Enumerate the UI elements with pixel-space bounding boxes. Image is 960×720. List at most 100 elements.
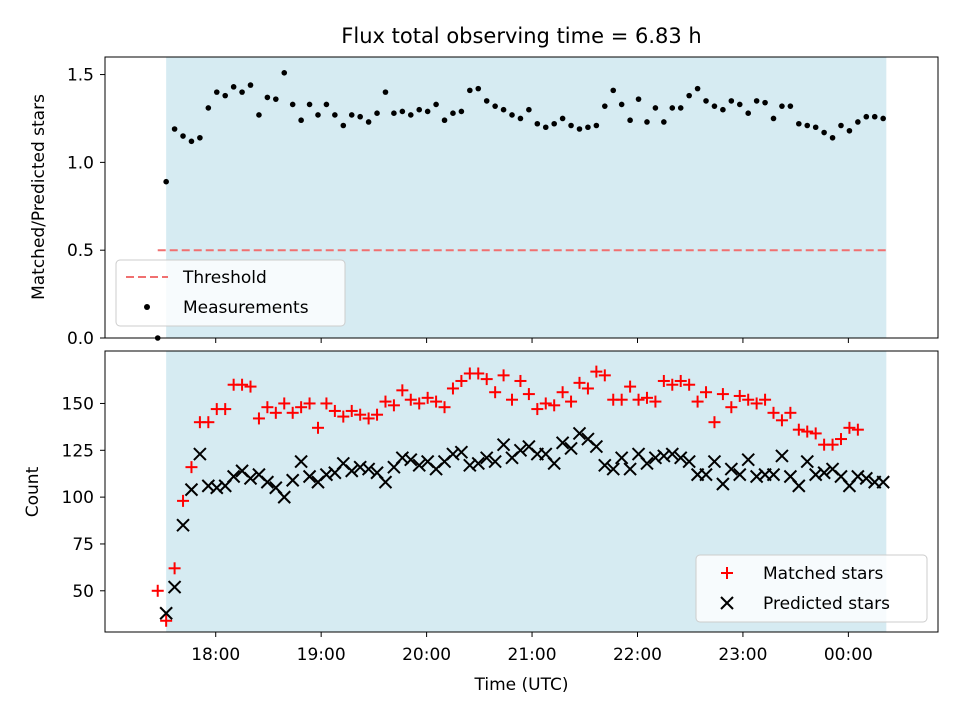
matched-star-point bbox=[742, 393, 755, 406]
predicted-star-point bbox=[454, 445, 469, 459]
matched-star-point bbox=[759, 393, 772, 406]
matched-star-point bbox=[286, 406, 299, 419]
matched-star-point bbox=[379, 395, 392, 408]
predicted-star-point bbox=[572, 426, 587, 441]
top-legend-box bbox=[115, 259, 346, 327]
legend-predicted-swatch bbox=[720, 596, 734, 610]
measurement-point bbox=[821, 129, 827, 136]
matched-star-point bbox=[674, 374, 687, 387]
predicted-stars-points bbox=[159, 426, 890, 620]
predicted-star-point bbox=[167, 580, 182, 594]
predicted-star-point bbox=[614, 451, 629, 465]
matched-star-point bbox=[185, 461, 198, 474]
bottom-axes-frame bbox=[104, 350, 939, 633]
predicted-star-point bbox=[640, 456, 654, 471]
predicted-star-point bbox=[564, 441, 578, 456]
measurement-point bbox=[534, 120, 541, 127]
measurement-point bbox=[644, 119, 650, 125]
matched-star-point bbox=[775, 414, 788, 427]
measurement-point bbox=[171, 126, 178, 132]
measurement-point bbox=[323, 101, 330, 108]
legend-threshold-label: Threshold bbox=[182, 268, 267, 288]
predicted-star-point bbox=[775, 449, 789, 463]
matched-star-point bbox=[548, 399, 561, 412]
predicted-star-point bbox=[243, 471, 258, 486]
measurement-point bbox=[180, 133, 186, 139]
top-y-tick-label: 0.5 bbox=[67, 241, 94, 261]
matched-star-point bbox=[480, 373, 493, 386]
measurement-point bbox=[517, 115, 524, 122]
measurement-point bbox=[222, 92, 229, 99]
measurement-point bbox=[618, 101, 625, 108]
matched-star-point bbox=[354, 408, 367, 421]
matched-star-point bbox=[362, 412, 375, 425]
measurement-point bbox=[812, 124, 819, 131]
matched-star-point bbox=[632, 393, 645, 406]
matched-star-point bbox=[700, 386, 713, 399]
predicted-star-point bbox=[724, 462, 739, 476]
matched-star-point bbox=[556, 386, 569, 399]
measurement-point bbox=[526, 106, 532, 113]
predicted-star-point bbox=[479, 451, 494, 465]
measurement-point bbox=[677, 105, 684, 111]
predicted-star-point bbox=[184, 482, 199, 497]
measurement-point bbox=[686, 92, 692, 99]
top-y-ticks: 0.0 0.5 1.0 1.5 bbox=[67, 66, 105, 349]
bottom-legend: Matched stars Predicted stars bbox=[695, 554, 928, 623]
measurement-point bbox=[551, 120, 557, 127]
measurement-point bbox=[711, 103, 718, 109]
matched-star-point bbox=[320, 397, 333, 410]
matched-star-point bbox=[725, 401, 738, 414]
predicted-star-point bbox=[665, 447, 679, 461]
matched-star-point bbox=[750, 397, 763, 410]
matched-star-point bbox=[666, 378, 679, 391]
predicted-star-point bbox=[699, 467, 713, 482]
matched-star-point bbox=[177, 494, 190, 507]
measurement-point bbox=[804, 122, 811, 129]
measurement-point bbox=[559, 115, 566, 122]
measurement-point bbox=[188, 138, 195, 145]
matched-star-point bbox=[581, 382, 594, 395]
matched-star-point bbox=[657, 374, 670, 387]
matched-star-point bbox=[269, 406, 282, 419]
measurement-point bbox=[289, 101, 296, 108]
bottom-y-axis-label: Count bbox=[23, 466, 43, 517]
predicted-star-point bbox=[260, 475, 275, 489]
matched-star-point bbox=[151, 584, 164, 597]
matched-star-point bbox=[413, 397, 426, 410]
predicted-star-point bbox=[716, 477, 730, 491]
matched-star-point bbox=[345, 404, 358, 417]
matched-star-point bbox=[826, 438, 839, 451]
matched-star-point bbox=[328, 404, 341, 417]
measurement-point bbox=[315, 112, 321, 118]
measurements-points bbox=[154, 70, 886, 341]
bottom-x-tick-label: 21:00 bbox=[508, 645, 557, 665]
predicted-star-point bbox=[395, 451, 410, 465]
measurement-point bbox=[374, 110, 380, 116]
matched-star-point bbox=[683, 378, 696, 391]
top-y-tick-label: 0.0 bbox=[67, 329, 94, 349]
bottom-x-ticks: 18:00 19:00 20:00 21:00 22:00 23:00 00:00 bbox=[191, 632, 873, 665]
measurement-point bbox=[163, 178, 169, 185]
measurement-point bbox=[475, 85, 482, 92]
predicted-star-point bbox=[294, 454, 308, 469]
matched-star-point bbox=[801, 425, 814, 438]
matched-star-point bbox=[851, 423, 864, 436]
predicted-star-point bbox=[412, 458, 426, 472]
measurement-point bbox=[407, 112, 414, 118]
measurement-point bbox=[391, 110, 397, 116]
matched-star-point bbox=[168, 562, 181, 575]
matched-star-point bbox=[514, 374, 527, 387]
measurement-point bbox=[306, 101, 313, 108]
x-axis-label: Time (UTC) bbox=[474, 675, 569, 695]
matched-star-point bbox=[792, 423, 805, 436]
measurement-point bbox=[779, 103, 785, 109]
measurement-point bbox=[855, 119, 861, 125]
predicted-star-point bbox=[471, 456, 485, 471]
matched-star-point bbox=[219, 403, 232, 416]
predicted-star-point bbox=[733, 467, 747, 482]
predicted-star-point bbox=[766, 467, 781, 482]
measurement-point bbox=[332, 112, 338, 118]
measurement-point bbox=[247, 82, 254, 88]
